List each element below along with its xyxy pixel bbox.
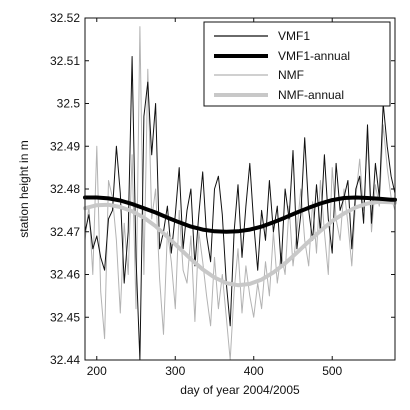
y-axis-ticks: 32.44 32.45 32.46 32.47 32.48 32.49 32.5 32.51 3… [50,11,395,367]
legend-label-nmf: NMF [278,68,304,82]
y-axis-label: station height in m [17,140,31,237]
series-line-vmf1-annual [83,195,397,234]
x-axis-ticks: 200 300 400 500 [87,18,343,378]
y-tick-label: 32.49 [50,139,80,153]
x-tick-label: 400 [244,364,264,378]
legend-label-vmf1: VMF1 [278,29,310,43]
y-tick-label: 32.48 [50,182,80,196]
y-tick-label: 32.51 [50,54,80,68]
series-layer [83,26,397,361]
series-line-nmf-annual [83,199,397,288]
y-tick-label: 32.47 [50,225,80,239]
y-tick-label: 32.52 [50,11,80,25]
x-tick-label: 200 [87,364,107,378]
x-axis-label: day of year 2004/2005 [180,383,300,397]
y-tick-label: 32.45 [50,310,80,324]
x-tick-label: 500 [322,364,342,378]
x-tick-label: 300 [165,364,185,378]
y-tick-label: 32.46 [50,268,80,282]
y-tick-label: 32.44 [50,353,80,367]
legend: VMF1 VMF1-annual NMF NMF-annual [203,21,391,107]
y-tick-label: 32.5 [57,97,81,111]
legend-label-nmf-annual: NMF-annual [278,88,344,102]
legend-label-vmf1-annual: VMF1-annual [278,49,350,63]
